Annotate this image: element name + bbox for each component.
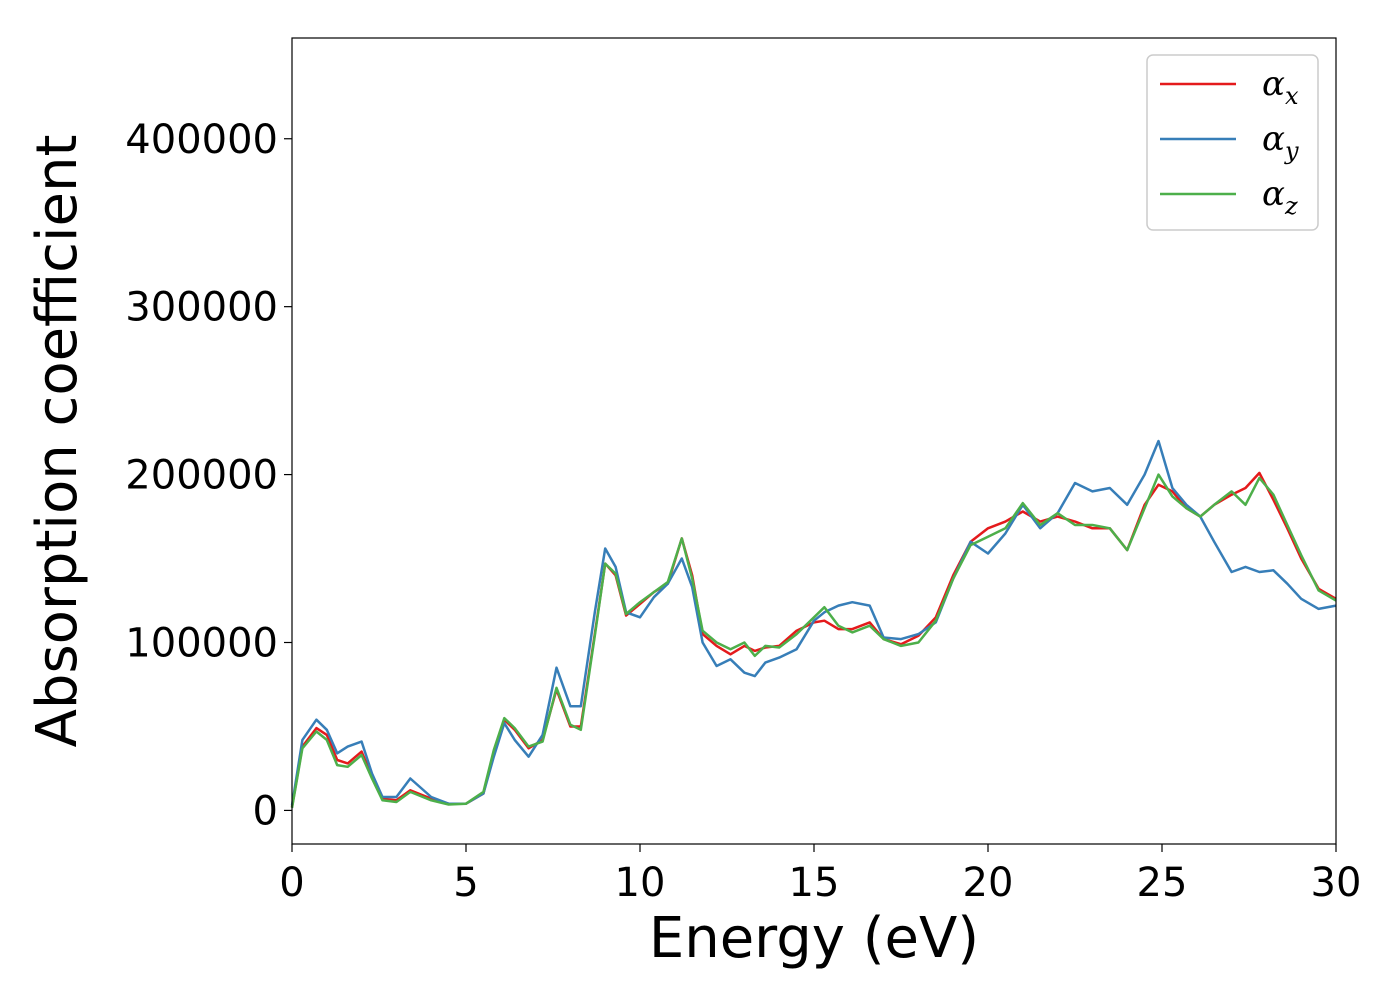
x-tick-label: 20 [963,860,1014,906]
x-tick-label: 5 [453,860,478,906]
y-tick-label: 0 [253,788,278,834]
legend-box [1146,54,1319,231]
x-tick-label: 15 [789,860,840,906]
y-axis-title: Absorption coefficient [25,135,90,748]
y-tick-label: 300000 [125,285,278,331]
x-axis-ticks: 0 5 10 15 20 25 30 [279,844,1361,906]
x-tick-label: 0 [279,860,304,906]
y-tick-label: 200000 [125,453,278,499]
x-tick-label: 30 [1311,860,1362,906]
y-tick-label: 100000 [125,621,278,667]
x-axis-title: Energy (eV) [649,906,979,971]
y-axis-ticks: 0 100000 200000 300000 400000 [125,117,292,834]
series-line-z [290,473,1337,809]
x-tick-label: 25 [1137,860,1188,906]
y-tick-label: 400000 [125,117,278,163]
x-tick-label: 10 [615,860,666,906]
series-lines [290,439,1337,809]
